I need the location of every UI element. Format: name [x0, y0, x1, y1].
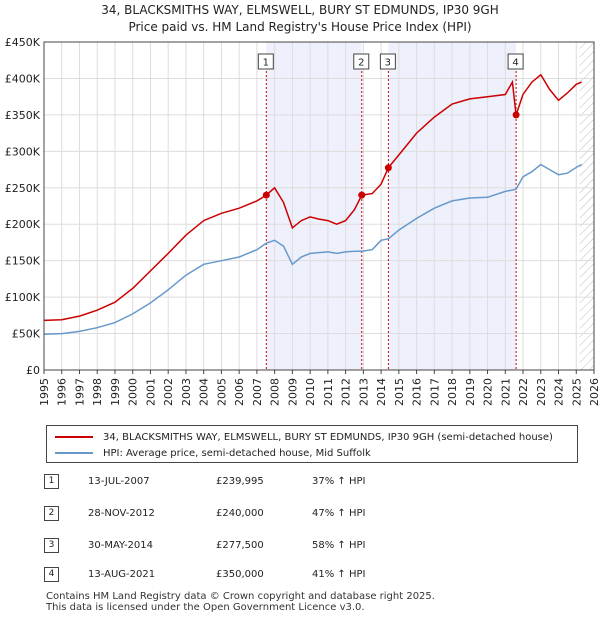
y-tick-label: £300K	[5, 145, 41, 158]
sale-point	[512, 111, 520, 119]
projection-area	[579, 42, 594, 370]
legend-swatch-hpi	[55, 452, 93, 454]
sale-number: 1	[44, 474, 59, 489]
y-tick-label: £450K	[5, 36, 41, 49]
sale-point	[262, 191, 270, 199]
sale-point	[358, 191, 366, 199]
chart-title: 34, BLACKSMITHS WAY, ELMSWELL, BURY ST E…	[101, 3, 499, 17]
x-tick-label: 2026	[588, 378, 600, 406]
x-tick-label: 2004	[198, 378, 211, 406]
sale-row: 2 28-NOV-2012 £240,000 47% ↑ HPI	[0, 506, 600, 524]
x-tick-label: 2010	[304, 378, 317, 406]
sale-label-box	[353, 53, 370, 70]
sale-label-box	[379, 53, 396, 70]
x-tick-label: 2006	[233, 378, 246, 406]
price-chart: £0 £50K £100K £150K £200K £250K £300K £350K £400…	[5, 36, 600, 406]
x-tick-label: 2018	[446, 378, 459, 406]
x-tick-label: 2021	[499, 378, 512, 406]
plot-frame	[43, 41, 595, 371]
x-tick-label: 2020	[482, 378, 495, 406]
y-tick-label: £400K	[5, 72, 41, 85]
sale-price: £239,995	[216, 476, 264, 487]
x-tick-label: 2002	[162, 378, 175, 406]
x-tick-label: 1998	[91, 378, 104, 406]
sale-number: 4	[44, 567, 59, 582]
x-tick-label: 2005	[215, 378, 228, 406]
shaded-range	[266, 42, 362, 370]
hpi-line	[43, 163, 582, 336]
sale-label-number: 4	[512, 58, 518, 69]
x-tick-label: 2019	[464, 378, 477, 406]
legend-item-hpi: HPI: Average price, semi-detached house,…	[55, 446, 371, 460]
sale-row: 4 13-AUG-2021 £350,000 41% ↑ HPI	[0, 567, 600, 585]
x-tick-label: 2014	[375, 378, 388, 406]
sale-number: 2	[44, 506, 59, 521]
sale-date: 13-AUG-2021	[88, 569, 156, 580]
sale-label-number: 3	[385, 58, 391, 69]
x-tick-label: 2023	[535, 378, 548, 406]
sale-hpi-change: 41% ↑ HPI	[312, 569, 366, 580]
sale-label-box	[507, 53, 524, 70]
sale-date: 30-MAY-2014	[88, 540, 154, 551]
sale-number: 3	[44, 538, 59, 553]
y-tick-label: £50K	[12, 328, 41, 341]
legend-label-property: 34, BLACKSMITHS WAY, ELMSWELL, BURY ST E…	[103, 431, 553, 443]
x-tick-label: 2024	[553, 378, 566, 406]
x-tick-label: 2001	[144, 378, 157, 406]
sale-hpi-change: 58% ↑ HPI	[312, 540, 366, 551]
x-tick-label: 2016	[411, 378, 424, 406]
y-tick-label: £250K	[5, 182, 41, 195]
x-tick-label: 2003	[180, 378, 193, 406]
sale-date: 13-JUL-2007	[88, 476, 150, 487]
legend-swatch-property	[55, 436, 93, 438]
y-tick-label: £200K	[5, 218, 41, 231]
sale-label-number: 2	[358, 58, 364, 69]
x-tick-label: 1996	[56, 378, 69, 406]
sale-label-number: 1	[263, 58, 269, 69]
x-tick-label: 2015	[393, 378, 406, 406]
x-tick-label: 2008	[269, 378, 282, 406]
sale-hpi-change: 37% ↑ HPI	[312, 476, 366, 487]
x-tick-label: 1999	[109, 378, 122, 406]
legend-label-hpi: HPI: Average price, semi-detached house,…	[103, 447, 371, 459]
x-tick-label: 2011	[322, 378, 335, 406]
sale-label-box	[257, 53, 274, 70]
y-tick-label: £100K	[5, 291, 41, 304]
x-tick-label: 2009	[286, 378, 299, 406]
footer: Contains HM Land Registry data © Crown c…	[46, 591, 435, 613]
sale-price: £350,000	[216, 569, 264, 580]
footer-licence: This data is licensed under the Open Gov…	[46, 602, 365, 613]
sale-row: 1 13-JUL-2007 £239,995 37% ↑ HPI	[0, 474, 600, 492]
x-tick-label: 2017	[428, 378, 441, 406]
sale-hpi-change: 47% ↑ HPI	[312, 508, 366, 519]
x-tick-label: 2007	[251, 378, 264, 406]
sale-price: £240,000	[216, 508, 264, 519]
y-tick-label: £150K	[5, 255, 41, 268]
sale-price: £277,500	[216, 540, 264, 551]
x-tick-label: 2013	[357, 378, 370, 406]
x-tick-label: 2000	[127, 378, 140, 406]
sale-row: 3 30-MAY-2014 £277,500 58% ↑ HPI	[0, 538, 600, 556]
sale-date: 28-NOV-2012	[88, 508, 155, 519]
x-tick-label: 2022	[517, 378, 530, 406]
property-price-line	[43, 73, 582, 322]
legend-item-property: 34, BLACKSMITHS WAY, ELMSWELL, BURY ST E…	[55, 430, 553, 444]
sale-point	[384, 164, 392, 172]
y-tick-label: £350K	[5, 109, 41, 122]
footer-copyright: Contains HM Land Registry data © Crown c…	[46, 591, 435, 602]
y-tick-label: £0	[26, 364, 40, 377]
x-tick-label: 1997	[73, 378, 86, 406]
x-tick-label: 1995	[38, 378, 51, 406]
chart-subtitle: Price paid vs. HM Land Registry's House …	[128, 20, 472, 34]
x-tick-label: 2025	[570, 378, 583, 406]
legend: 34, BLACKSMITHS WAY, ELMSWELL, BURY ST E…	[46, 425, 578, 463]
x-tick-label: 2012	[340, 378, 353, 406]
